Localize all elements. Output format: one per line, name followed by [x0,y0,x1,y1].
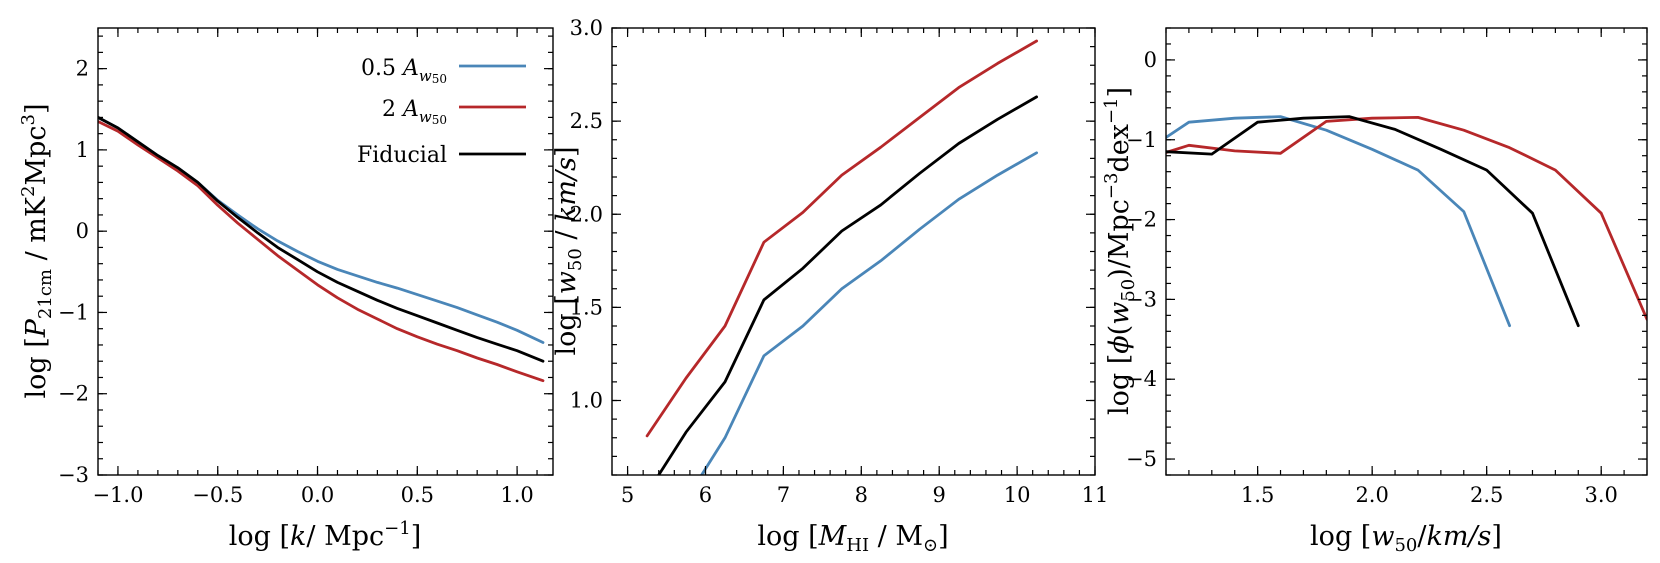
x-axis-label-w50-vs-mhi: log [MHI / M⊙] [757,521,948,556]
ticks-layer-w50-function: 1.5 2.0 2.5 3.0 −5 −4 −3 −2 −1 0 [1126,27,1648,507]
series-line-blue [98,116,545,344]
ticks-layer-power-spectrum: −1.0 −0.5 0.0 0.5 1.0 −3 −2 −1 0 1 2 [58,28,553,507]
x-tick-label: 11 [1082,483,1109,507]
legend-label-red: 2 Aw50 [382,97,447,127]
y-tick-label: 1.0 [570,389,603,413]
y-tick-label: 2 [76,57,89,81]
x-tick-label: 0.0 [301,483,334,507]
y-tick-label: 1 [76,138,89,162]
y-tick-label: −1 [58,300,89,324]
x-tick-label: 10 [1004,483,1031,507]
y-tick-label: 0 [76,219,89,243]
series-layer-power-spectrum [98,116,545,383]
x-tick-label: 2.5 [1470,483,1503,507]
x-tick-label: 9 [933,483,946,507]
x-tick-label: 1.0 [500,483,533,507]
y-tick-label: −5 [1126,447,1157,471]
x-tick-label: 5 [621,483,634,507]
series-line-black [98,116,545,363]
series-line-black [657,95,1038,475]
y-tick-label: −3 [1126,287,1157,311]
ticks-layer-w50-vs-mhi: 5 6 7 8 9 10 11 1.0 1.5 2.0 2.5 3.0 [570,16,1109,507]
series-line-blue [1166,115,1511,328]
series-layer-w50-function [1166,115,1647,328]
x-tick-label: 1.5 [1241,483,1274,507]
y-tick-label: −3 [58,463,89,487]
series-line-red [98,120,545,383]
y-tick-label: −2 [1126,208,1157,232]
x-tick-label: 2.0 [1355,483,1388,507]
panel-w50-vs-mhi: 5 6 7 8 9 10 111.01.52.02.53.0 log [MHI / M⊙] … [551,16,1108,556]
x-tick-label: 7 [777,483,790,507]
y-tick-label: 1.5 [570,295,603,319]
legend: 0.5 Aw50 2 Aw50 Fiducial [357,56,526,168]
x-axis-label-power-spectrum: log [k/ Mpc−1] [229,518,422,552]
legend-label-fiducial: Fiducial [357,143,447,168]
y-tick-label: 0 [1144,48,1157,72]
series-layer-w50-vs-mhi [645,39,1038,475]
series-line-red [1166,116,1647,321]
y-tick-label: −4 [1126,367,1157,391]
x-tick-label: −1.0 [92,483,143,507]
plot-frame-w50-vs-mhi [611,27,1096,476]
y-tick-label: 2.5 [570,109,603,133]
x-tick-label: 3.0 [1584,483,1617,507]
x-tick-label: 0.5 [401,483,434,507]
series-line-blue [700,151,1038,475]
y-axis-label-w50-function: log [ϕ(w50)/Mpc−3dex−1] [1101,87,1139,415]
y-axis-label-power-spectrum: log [P21cm / mK2Mpc3] [18,103,56,398]
y-axis-label-w50-vs-mhi: log [w50 / km/s] [551,146,586,355]
x-axis-label-w50-function: log [w50/km/s] [1310,521,1502,556]
series-line-red [645,39,1038,438]
panel-power-spectrum: −1.0 −0.5 0.0 0.5 1.0 −3 −2 −1 0 1 2 0.5 Aw50 2 Aw… [18,27,554,552]
x-tick-label: −0.5 [192,483,243,507]
series-line-black [1166,115,1580,328]
plot-frame-w50-function [1165,27,1648,476]
y-tick-label: 2.0 [570,202,603,226]
legend-label-blue: 0.5 Aw50 [361,56,447,86]
x-tick-label: 8 [855,483,868,507]
x-tick-label: 6 [699,483,712,507]
y-tick-label: −1 [1126,128,1157,152]
panel-w50-function: 1.5 2.0 2.5 3.0 −5 −4 −3 −2 −1 0 log [w50/km/s] l… [1101,27,1648,556]
y-tick-label: 3.0 [570,16,603,40]
y-tick-label: −2 [58,382,89,406]
plot-frame-power-spectrum [97,27,554,476]
